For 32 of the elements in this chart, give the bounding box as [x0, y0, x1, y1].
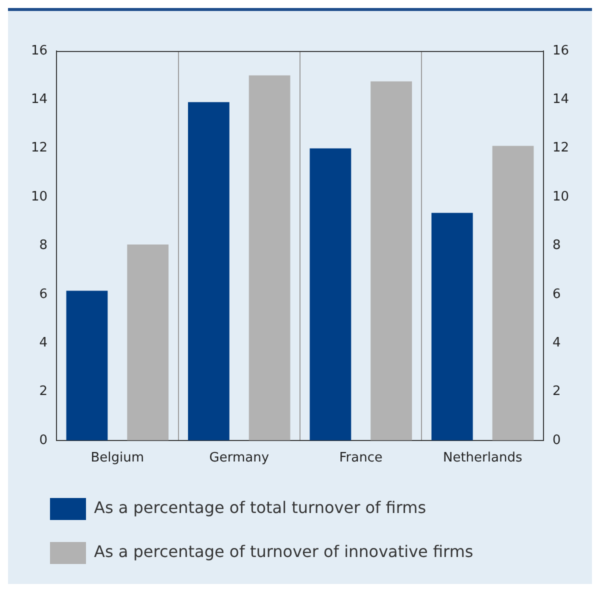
y-tick-label: 14	[30, 92, 48, 108]
x-tick-label: France	[339, 450, 382, 466]
bar	[431, 212, 473, 440]
y2-tick-label: 4	[552, 335, 561, 350]
y-tick-label: 2	[39, 384, 48, 400]
bar	[188, 102, 230, 440]
y-tick-label: 4	[39, 335, 48, 350]
y-tick-label: 8	[39, 238, 48, 254]
bar	[370, 81, 412, 440]
bar	[66, 290, 108, 440]
x-tick-label: Netherlands	[442, 450, 522, 466]
bar	[492, 146, 534, 440]
y-tick-label: 16	[30, 43, 48, 58]
bar	[127, 244, 169, 440]
y2-tick-label: 14	[552, 92, 570, 108]
y-tick-label: 10	[30, 189, 48, 204]
legend-label: As a percentage of turnover of innovative firms	[94, 542, 474, 562]
y-tick-label: 12	[30, 140, 48, 156]
bar	[248, 75, 290, 440]
y2-tick-label: 16	[552, 43, 570, 58]
legend-label: As a percentage of total turnover of firms	[94, 498, 426, 518]
y2-tick-label: 6	[552, 286, 561, 302]
bar	[310, 148, 352, 440]
y-tick-label: 6	[39, 286, 48, 302]
x-tick-label: Belgium	[90, 450, 144, 466]
y2-tick-label: 8	[552, 238, 561, 254]
x-tick-label: Germany	[209, 450, 270, 466]
y-tick-label: 0	[39, 432, 48, 448]
y2-tick-label: 2	[552, 384, 561, 400]
y2-tick-label: 0	[552, 432, 561, 448]
y2-tick-label: 10	[552, 189, 570, 204]
y2-tick-label: 12	[552, 140, 570, 156]
